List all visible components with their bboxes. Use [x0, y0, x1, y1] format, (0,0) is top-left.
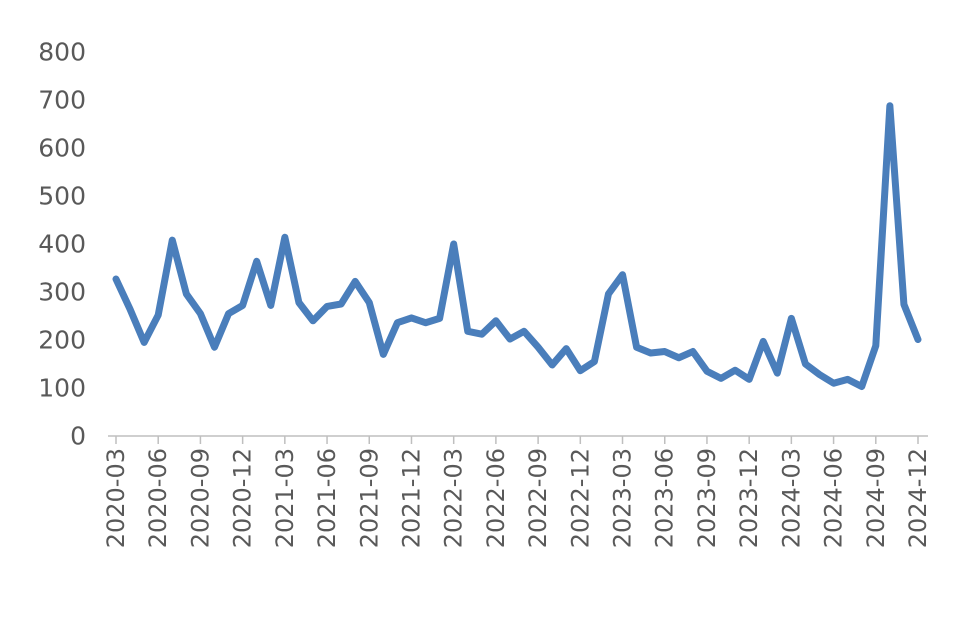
x-tick-label: 2024-03	[777, 448, 805, 548]
x-tick-label: 2023-12	[735, 448, 763, 548]
x-tick-label: 2024-09	[862, 448, 890, 548]
x-tick-label: 2021-03	[271, 448, 299, 548]
y-tick-label: 400	[38, 230, 86, 259]
x-tick-label: 2022-12	[566, 448, 594, 548]
x-tick-label: 2021-06	[313, 448, 341, 548]
x-axis-tick-marks	[115, 436, 919, 444]
x-axis-tick-labels: 2020-03 2020-06 2020-09 2020-12 2021-03 2021-…	[102, 448, 932, 548]
y-tick-label: 300	[38, 278, 86, 307]
x-tick-label: 2020-03	[102, 448, 130, 548]
y-tick-label: 800	[38, 38, 86, 67]
x-tick-label: 2020-09	[186, 448, 214, 548]
x-tick-label: 2023-06	[651, 448, 679, 548]
y-tick-label: 700	[38, 86, 86, 115]
y-tick-label: 500	[38, 182, 86, 211]
x-tick-label: 2022-03	[440, 448, 468, 548]
x-tick-label: 2022-09	[524, 448, 552, 548]
x-tick-label: 2023-09	[693, 448, 721, 548]
x-tick-label: 2024-12	[904, 448, 932, 548]
x-tick-label: 2023-03	[609, 448, 637, 548]
x-tick-label: 2024-06	[820, 448, 848, 548]
y-tick-label: 600	[38, 134, 86, 163]
y-axis-tick-labels: 0 100 200 300 400 500 600 700 800	[38, 38, 86, 451]
x-tick-label: 2020-06	[144, 448, 172, 548]
y-tick-label: 0	[70, 422, 86, 451]
y-tick-label: 100	[38, 374, 86, 403]
x-tick-label: 2021-09	[355, 448, 383, 548]
series-line	[112, 102, 922, 391]
y-tick-label: 200	[38, 326, 86, 355]
x-tick-label: 2020-12	[229, 448, 257, 548]
x-tick-label: 2021-12	[397, 448, 425, 548]
series-group	[112, 102, 922, 391]
x-tick-label: 2022-06	[482, 448, 510, 548]
